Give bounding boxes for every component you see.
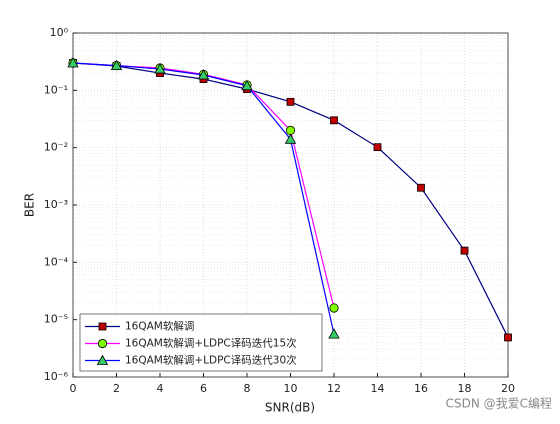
y-tick-label: 10⁰ (50, 26, 69, 39)
y-axis-label: BER (23, 193, 37, 217)
y-tick-label: 10⁻⁴ (44, 255, 69, 268)
marker (154, 63, 166, 74)
marker (67, 57, 79, 68)
x-tick-label: 20 (501, 382, 515, 395)
watermark: CSDN @我爱C编程 (446, 396, 552, 411)
x-tick-label: 2 (113, 382, 120, 395)
x-tick-label: 8 (244, 382, 251, 395)
marker (284, 133, 297, 144)
y-tick-label: 10⁻¹ (44, 83, 68, 96)
x-tick-label: 16 (414, 382, 428, 395)
marker (285, 125, 296, 136)
marker (241, 79, 253, 91)
x-tick-label: 18 (458, 382, 472, 395)
legend-label: 16QAM软解调 (125, 320, 194, 333)
legend (79, 313, 323, 372)
marker (504, 333, 512, 342)
y-tick-label: 10⁻⁶ (44, 370, 69, 383)
y-tick-label: 10⁻³ (44, 198, 68, 211)
marker (329, 303, 339, 313)
plot-frame (72, 32, 509, 378)
x-tick-label: 4 (157, 382, 164, 395)
marker (286, 97, 295, 106)
x-tick-label: 14 (371, 382, 385, 395)
x-tick-label: 12 (327, 382, 341, 395)
legend-label: 16QAM软解调+LDPC译码迭代30次 (125, 354, 297, 367)
y-tick-label: 10⁻⁵ (44, 313, 68, 326)
x-tick-label: 10 (284, 382, 298, 395)
x-axis-label: SNR(dB) (265, 401, 315, 415)
legend-label: 16QAM软解调+LDPC译码迭代15次 (125, 337, 297, 350)
marker (98, 322, 107, 331)
marker (96, 354, 109, 365)
marker (417, 183, 425, 192)
marker (373, 143, 382, 152)
marker (460, 246, 469, 255)
marker (328, 328, 340, 339)
marker (97, 338, 108, 349)
y-tick-label: 10⁻² (44, 141, 68, 154)
marker (330, 116, 338, 125)
marker (197, 69, 210, 80)
x-tick-label: 0 (70, 382, 77, 395)
marker (110, 59, 123, 71)
x-tick-label: 6 (200, 382, 207, 395)
